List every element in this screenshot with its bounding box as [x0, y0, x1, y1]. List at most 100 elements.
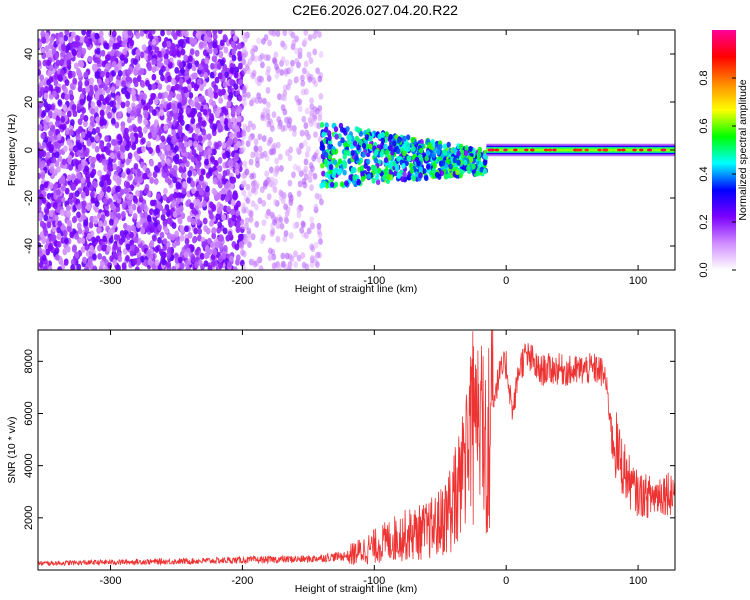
spectrogram-cell — [38, 261, 44, 269]
colorbar-tick-label: 0.4 — [698, 166, 710, 181]
spectrogram-cell — [77, 80, 83, 88]
spectrogram-cell — [337, 158, 343, 165]
spectrogram-cell — [133, 80, 139, 88]
spectrogram-cell — [482, 168, 488, 175]
spectrogram-cell — [176, 93, 181, 101]
spectrogram-cell — [162, 238, 168, 245]
spectrogram-cell — [63, 87, 69, 95]
spectrogram-cell — [59, 69, 65, 77]
spectrogram-cell — [99, 36, 105, 44]
spectrogram-cell — [103, 165, 109, 172]
spectrogram-cell — [253, 55, 259, 63]
spectrogram-cell — [197, 111, 202, 119]
spectrogram-cell — [319, 198, 324, 206]
spectrogram-cell — [94, 205, 99, 213]
x-tick-label: -200 — [231, 575, 253, 587]
spectrogram-cell — [76, 172, 82, 180]
x-tick-label: -300 — [100, 575, 122, 587]
spectrogram-cell — [153, 208, 158, 216]
spectrogram-cell — [83, 219, 88, 227]
spectrogram-cell — [157, 224, 162, 231]
spectrogram-cell — [86, 232, 92, 240]
spectrogram-cell — [232, 34, 238, 42]
spectrogram-cell — [419, 139, 424, 146]
spectrogram-cell — [361, 142, 367, 149]
spectrogram-cell — [191, 255, 196, 263]
spectrogram-cell — [171, 265, 177, 270]
spectrogram-cell — [175, 74, 180, 82]
spectrogram-cell — [241, 58, 246, 66]
spectrogram-cell — [387, 154, 392, 161]
spectrogram-cell — [77, 142, 83, 150]
spectrogram-cell — [110, 55, 116, 63]
spectrogram-cell — [187, 153, 193, 160]
spectrogram-cell — [207, 41, 213, 49]
spectrogram-cell — [137, 116, 143, 124]
spectrogram-cell — [143, 53, 149, 61]
spectrogram-cell — [174, 230, 179, 238]
spectrogram-cell — [280, 56, 286, 64]
spectrogram-cell — [203, 252, 209, 260]
spectrogram-cell — [95, 116, 101, 124]
spectrogram-cell — [222, 227, 228, 235]
spectrogram-cell — [318, 51, 324, 58]
spectrogram-cell — [258, 265, 264, 270]
spectrogram-cell — [212, 30, 218, 35]
spectrogram-cell — [276, 116, 282, 123]
spectrogram-cell — [179, 234, 185, 242]
spectrogram-cell — [77, 45, 83, 53]
spectrogram-cell — [287, 154, 293, 162]
spectrogram-cell — [236, 131, 242, 139]
spectrogram-cell — [347, 134, 352, 141]
spectrogram-cell — [181, 99, 187, 106]
spectrogram-cell — [135, 63, 141, 71]
spectrogram-cell — [342, 169, 347, 176]
spectrogram-cell — [183, 141, 189, 149]
spectrogram-cell — [64, 30, 70, 36]
spectrogram-cell — [348, 174, 353, 181]
spectrogram-cell — [227, 121, 233, 129]
spectrogram-cell — [122, 48, 128, 56]
spectrogram-cell — [229, 78, 235, 86]
spectrogram-cell — [199, 84, 204, 92]
spectrogram-cell — [371, 177, 376, 184]
spectrogram-cell — [212, 55, 218, 63]
spectrogram-cell — [307, 176, 313, 183]
spectrogram-cell — [482, 153, 488, 160]
spectrogram-cell — [240, 146, 246, 153]
spectrogram-cell — [42, 265, 48, 270]
spectrogram-cell — [89, 136, 95, 144]
spectrogram-cell — [260, 234, 266, 241]
spectrogram-cell — [198, 41, 204, 49]
spectrogram-cell — [184, 237, 190, 245]
spectrogram-cell — [318, 238, 323, 245]
spectrogram-cell — [456, 150, 461, 157]
spectrogram-cell — [292, 163, 298, 171]
spectrogram-cell — [431, 152, 437, 159]
spectrogram-cell — [214, 110, 220, 118]
spectrogram-cell — [296, 211, 302, 219]
spectrogram-cell — [202, 200, 207, 208]
spectrogram-cell — [245, 125, 251, 133]
spectrogram-cell — [275, 30, 281, 37]
spectrogram-cell — [217, 72, 223, 80]
spectrogram-cell — [96, 226, 102, 234]
spectrogram-cell — [222, 169, 228, 177]
spectrogram-cell — [111, 60, 117, 68]
spectrogram-cell — [38, 124, 43, 131]
y-tick-label: 4000 — [23, 453, 35, 477]
spectrogram-cell — [105, 231, 111, 239]
spectrogram-cell — [309, 184, 314, 192]
spectrogram-cell — [84, 265, 89, 270]
spectrogram-cell — [150, 93, 156, 100]
spectrogram-cell — [139, 67, 145, 75]
spectrogram-cell — [154, 259, 160, 267]
carrier-peak — [552, 148, 557, 152]
spectrogram-cell — [171, 222, 177, 229]
spectrogram-cell — [73, 62, 79, 70]
spectrogram-cell — [126, 68, 132, 76]
spectrogram-cell — [132, 125, 138, 133]
spectrogram-cell — [316, 227, 322, 235]
spectrogram-cell — [380, 137, 386, 144]
spectrogram-cell — [136, 147, 142, 155]
